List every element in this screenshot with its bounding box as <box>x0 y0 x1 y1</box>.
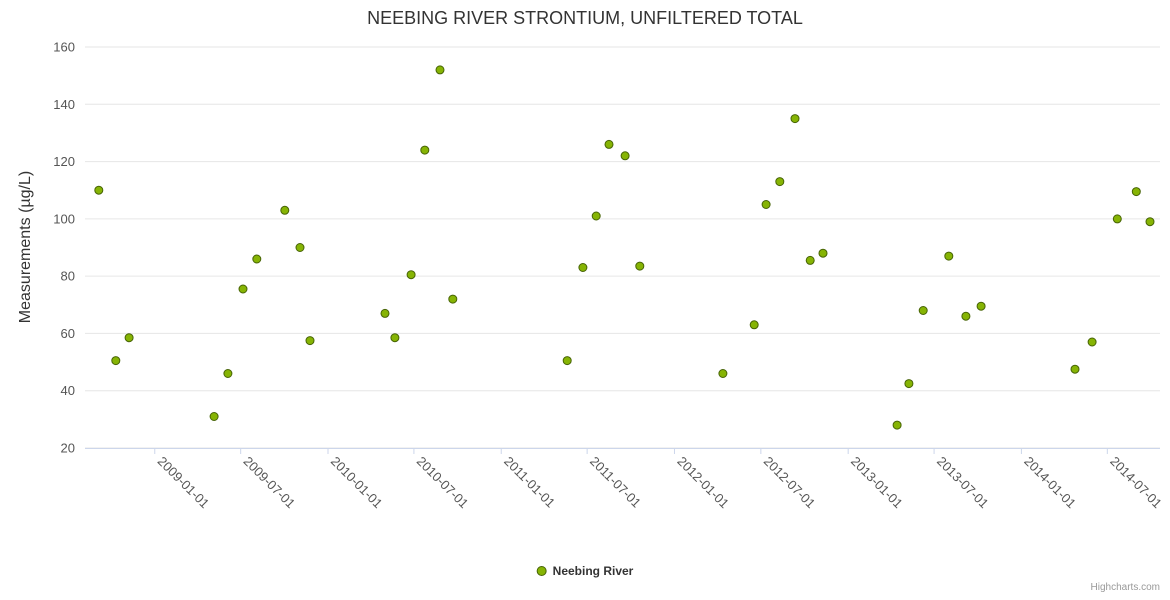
data-point[interactable] <box>805 255 815 265</box>
y-axis-tick-label: 100 <box>53 211 75 226</box>
data-point[interactable] <box>1131 187 1141 197</box>
y-axis-tick-label: 160 <box>53 40 75 55</box>
highcharts-credit-link[interactable]: Highcharts.com <box>1090 582 1160 593</box>
data-point[interactable] <box>775 177 785 187</box>
x-axis-tick-label: 2011-01-01 <box>501 454 558 511</box>
data-point[interactable] <box>435 65 445 75</box>
y-axis-tick-label: 60 <box>61 326 75 341</box>
data-point[interactable] <box>420 145 430 155</box>
y-axis-tick-label: 20 <box>61 441 75 456</box>
x-axis-tick-label: 2013-07-01 <box>934 454 992 512</box>
data-point[interactable] <box>406 270 416 280</box>
data-point[interactable] <box>94 185 104 195</box>
x-axis-tick-label: 2014-07-01 <box>1107 454 1165 512</box>
data-point[interactable] <box>591 211 601 221</box>
data-point[interactable] <box>749 320 759 330</box>
data-point[interactable] <box>1112 214 1122 224</box>
data-point[interactable] <box>635 261 645 271</box>
x-axis-tick-label: 2013-01-01 <box>848 454 906 512</box>
x-axis-tick-label: 2009-01-01 <box>155 454 213 512</box>
legend-marker-icon <box>536 566 547 576</box>
legend-label: Neebing River <box>552 564 634 578</box>
x-axis-tick-label: 2012-01-01 <box>674 454 732 512</box>
x-axis-tick-label: 2014-01-01 <box>1021 454 1079 512</box>
y-axis-tick-label: 80 <box>61 269 75 284</box>
data-point[interactable] <box>790 114 800 124</box>
data-point[interactable] <box>918 306 928 315</box>
data-point[interactable] <box>280 205 290 215</box>
data-point[interactable] <box>295 243 305 252</box>
data-point[interactable] <box>223 369 233 378</box>
y-axis-tick-label: 140 <box>53 97 75 112</box>
data-point[interactable] <box>238 284 248 294</box>
y-axis-tick-label: 40 <box>61 383 75 398</box>
data-point[interactable] <box>620 151 630 161</box>
x-axis-tick-label: 2012-07-01 <box>761 454 819 512</box>
data-point[interactable] <box>209 412 219 421</box>
x-axis-tick-label: 2010-07-01 <box>414 454 472 512</box>
data-point[interactable] <box>305 336 315 346</box>
data-point[interactable] <box>961 311 971 321</box>
data-point[interactable] <box>390 333 400 343</box>
y-axis-tick-label: 120 <box>53 154 75 169</box>
data-point[interactable] <box>380 308 390 318</box>
data-point[interactable] <box>124 333 134 343</box>
data-point[interactable] <box>1070 364 1080 374</box>
data-point[interactable] <box>944 251 954 261</box>
data-point[interactable] <box>604 139 614 149</box>
data-point[interactable] <box>111 356 121 366</box>
data-point[interactable] <box>1087 337 1097 347</box>
data-point[interactable] <box>818 248 828 258</box>
chart-title: NEEBING RIVER STRONTIUM, UNFILTERED TOTA… <box>367 8 803 28</box>
data-point[interactable] <box>761 200 771 209</box>
data-point[interactable] <box>718 369 728 378</box>
data-point[interactable] <box>1145 217 1155 227</box>
x-axis-tick-label: 2010-01-01 <box>328 454 386 512</box>
data-point[interactable] <box>562 356 572 366</box>
data-point[interactable] <box>976 301 986 311</box>
data-point[interactable] <box>578 263 588 272</box>
x-axis-tick-label: 2009-07-01 <box>241 454 299 512</box>
data-point[interactable] <box>904 379 914 389</box>
legend-item[interactable]: Neebing River <box>536 564 634 578</box>
data-point[interactable] <box>892 420 902 430</box>
x-axis-tick-label: 2011-07-01 <box>587 454 644 511</box>
data-point[interactable] <box>448 294 458 304</box>
data-point[interactable] <box>252 254 262 264</box>
